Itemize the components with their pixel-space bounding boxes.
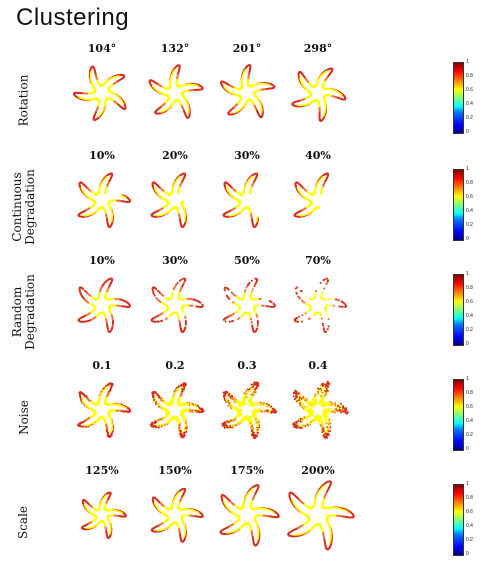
point — [298, 71, 300, 73]
colorbar-tick-label: 0 — [466, 130, 469, 135]
starfish-point-cloud — [140, 58, 210, 128]
point — [118, 75, 120, 77]
colorbar-tick-label: 0.8 — [466, 74, 473, 79]
point — [110, 221, 112, 223]
colorbar-tick-label: 0.4 — [466, 102, 473, 107]
point — [122, 103, 124, 105]
point — [177, 193, 179, 195]
starfish-point-cloud — [67, 58, 137, 128]
point — [299, 77, 301, 79]
point — [152, 85, 154, 87]
point — [81, 187, 83, 189]
colorbar-tick-label: 1 — [466, 60, 469, 65]
starfish-point-cloud — [140, 165, 210, 235]
point — [98, 116, 100, 118]
point — [341, 94, 343, 96]
point — [326, 70, 328, 72]
row-label-line: Rotation — [18, 74, 31, 126]
point — [297, 104, 299, 106]
point — [268, 84, 270, 86]
point — [110, 173, 112, 175]
colorbar-tick-label: 0.2 — [466, 116, 473, 121]
column-label: 201° — [217, 42, 277, 55]
point — [261, 111, 263, 113]
colorbar — [453, 62, 464, 134]
starfish-point-cloud — [67, 165, 137, 235]
point — [104, 193, 106, 195]
point — [187, 116, 189, 118]
point — [83, 215, 85, 217]
point — [106, 176, 108, 178]
row-label-text: Rotation — [18, 74, 31, 126]
figure-title: Clustering — [16, 4, 129, 32]
point — [174, 68, 176, 70]
point — [160, 111, 162, 113]
point — [188, 111, 190, 113]
starfish-point-cloud — [283, 58, 353, 128]
point — [78, 96, 80, 98]
column-label: 298° — [288, 42, 348, 55]
point — [125, 197, 127, 199]
column-label: 20% — [145, 149, 205, 162]
point — [90, 71, 92, 73]
point — [183, 221, 185, 223]
point — [323, 115, 325, 117]
column-label: 104° — [72, 42, 132, 55]
row-label: Rotation — [2, 50, 46, 150]
column-label: 10% — [72, 149, 132, 162]
point — [223, 86, 225, 88]
point — [124, 107, 126, 109]
point — [228, 113, 230, 115]
row-label-line: Degradation — [24, 169, 37, 245]
point — [197, 85, 199, 87]
column-label: 132° — [145, 42, 205, 55]
point — [233, 112, 235, 114]
colorbar-tick-label: 0.6 — [466, 88, 473, 93]
point — [245, 68, 247, 70]
starfish-point-cloud — [212, 58, 282, 128]
